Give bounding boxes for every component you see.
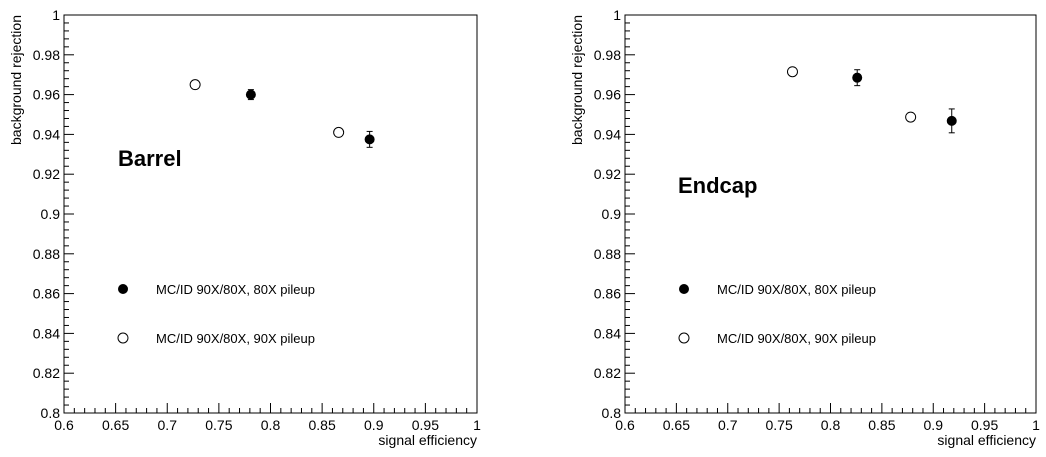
x-tick-label: 0.75 (766, 417, 793, 433)
y-tick-label: 0.92 (33, 166, 60, 182)
x-tick-label: 0.85 (868, 417, 895, 433)
y-tick-label: 0.82 (594, 365, 621, 381)
y-tick-label: 0.94 (594, 126, 621, 142)
data-point-filled (364, 134, 375, 145)
x-tick-label: 0.75 (205, 417, 232, 433)
x-tick-label: 0.6 (615, 417, 635, 433)
y-tick-label: 0.84 (594, 325, 621, 341)
region-label: Barrel (118, 146, 182, 171)
y-tick-label: 0.84 (33, 325, 60, 341)
data-point-open (189, 79, 201, 91)
barrel-panel: 0.6 0.65 0.7 0.75 0.8 0.85 0.9 0.95 1 0.8 0.82 0.84… (8, 7, 481, 448)
y-tick-label: 0.9 (41, 206, 61, 222)
legend-label: MC/ID 90X/80X, 90X pileup (156, 331, 315, 346)
y-tick-label: 0.94 (33, 126, 60, 142)
x-tick-label: 0.85 (309, 417, 336, 433)
endcap-panel: 0.6 0.65 0.7 0.75 0.8 0.85 0.9 0.95 1 0.8 0.82 0.84… (569, 7, 1040, 448)
x-tick-label: 0.6 (54, 417, 74, 433)
y-tick-label: 0.96 (594, 87, 621, 103)
legend-label: MC/ID 90X/80X, 80X pileup (156, 282, 315, 297)
legend-label: MC/ID 90X/80X, 90X pileup (717, 331, 876, 346)
x-tick-label: 0.9 (924, 417, 944, 433)
y-tick-label: 1 (52, 7, 60, 23)
plot-frame (63, 14, 478, 414)
x-tick-label: 0.8 (821, 417, 841, 433)
y-tick-label: 0.8 (602, 405, 622, 421)
y-tick-label: 0.96 (33, 87, 60, 103)
x-axis-title: signal efficiency (378, 432, 477, 448)
data-point-filled (245, 89, 256, 100)
legend-marker-open (678, 332, 690, 344)
x-tick-label: 0.95 (971, 417, 998, 433)
data-point-open (905, 111, 917, 123)
y-tick-label: 0.98 (594, 47, 621, 63)
y-tick-label: 0.92 (594, 166, 621, 182)
x-tick-label: 0.65 (663, 417, 690, 433)
y-tick-label: 0.82 (33, 365, 60, 381)
x-tick-label: 1 (473, 417, 481, 433)
y-tick-label: 0.88 (594, 246, 621, 262)
x-axis-title: signal efficiency (937, 432, 1036, 448)
y-tick-label: 0.9 (602, 206, 622, 222)
y-tick-label: 0.86 (594, 286, 621, 302)
legend-marker-filled (118, 284, 128, 294)
data-point-open (786, 66, 798, 78)
x-tick-label: 0.95 (412, 417, 439, 433)
y-axis-title: background rejection (8, 15, 24, 145)
plot-frame (624, 14, 1037, 414)
x-tick-label: 0.9 (364, 417, 384, 433)
region-label: Endcap (678, 173, 757, 198)
y-axis-title: background rejection (569, 15, 585, 145)
data-point-open (333, 126, 345, 138)
data-point-filled (852, 72, 863, 83)
x-tick-label: 1 (1032, 417, 1040, 433)
x-tick-label: 0.7 (158, 417, 178, 433)
y-tick-label: 0.8 (41, 405, 61, 421)
y-tick-label: 1 (613, 7, 621, 23)
y-tick-label: 0.86 (33, 286, 60, 302)
x-tick-label: 0.65 (102, 417, 129, 433)
legend-marker-filled (679, 284, 689, 294)
x-tick-label: 0.7 (718, 417, 738, 433)
legend-label: MC/ID 90X/80X, 80X pileup (717, 282, 876, 297)
x-tick-label: 0.8 (261, 417, 281, 433)
y-tick-label: 0.98 (33, 47, 60, 63)
y-tick-label: 0.88 (33, 246, 60, 262)
legend-marker-open (117, 332, 129, 344)
data-point-filled (946, 115, 957, 126)
